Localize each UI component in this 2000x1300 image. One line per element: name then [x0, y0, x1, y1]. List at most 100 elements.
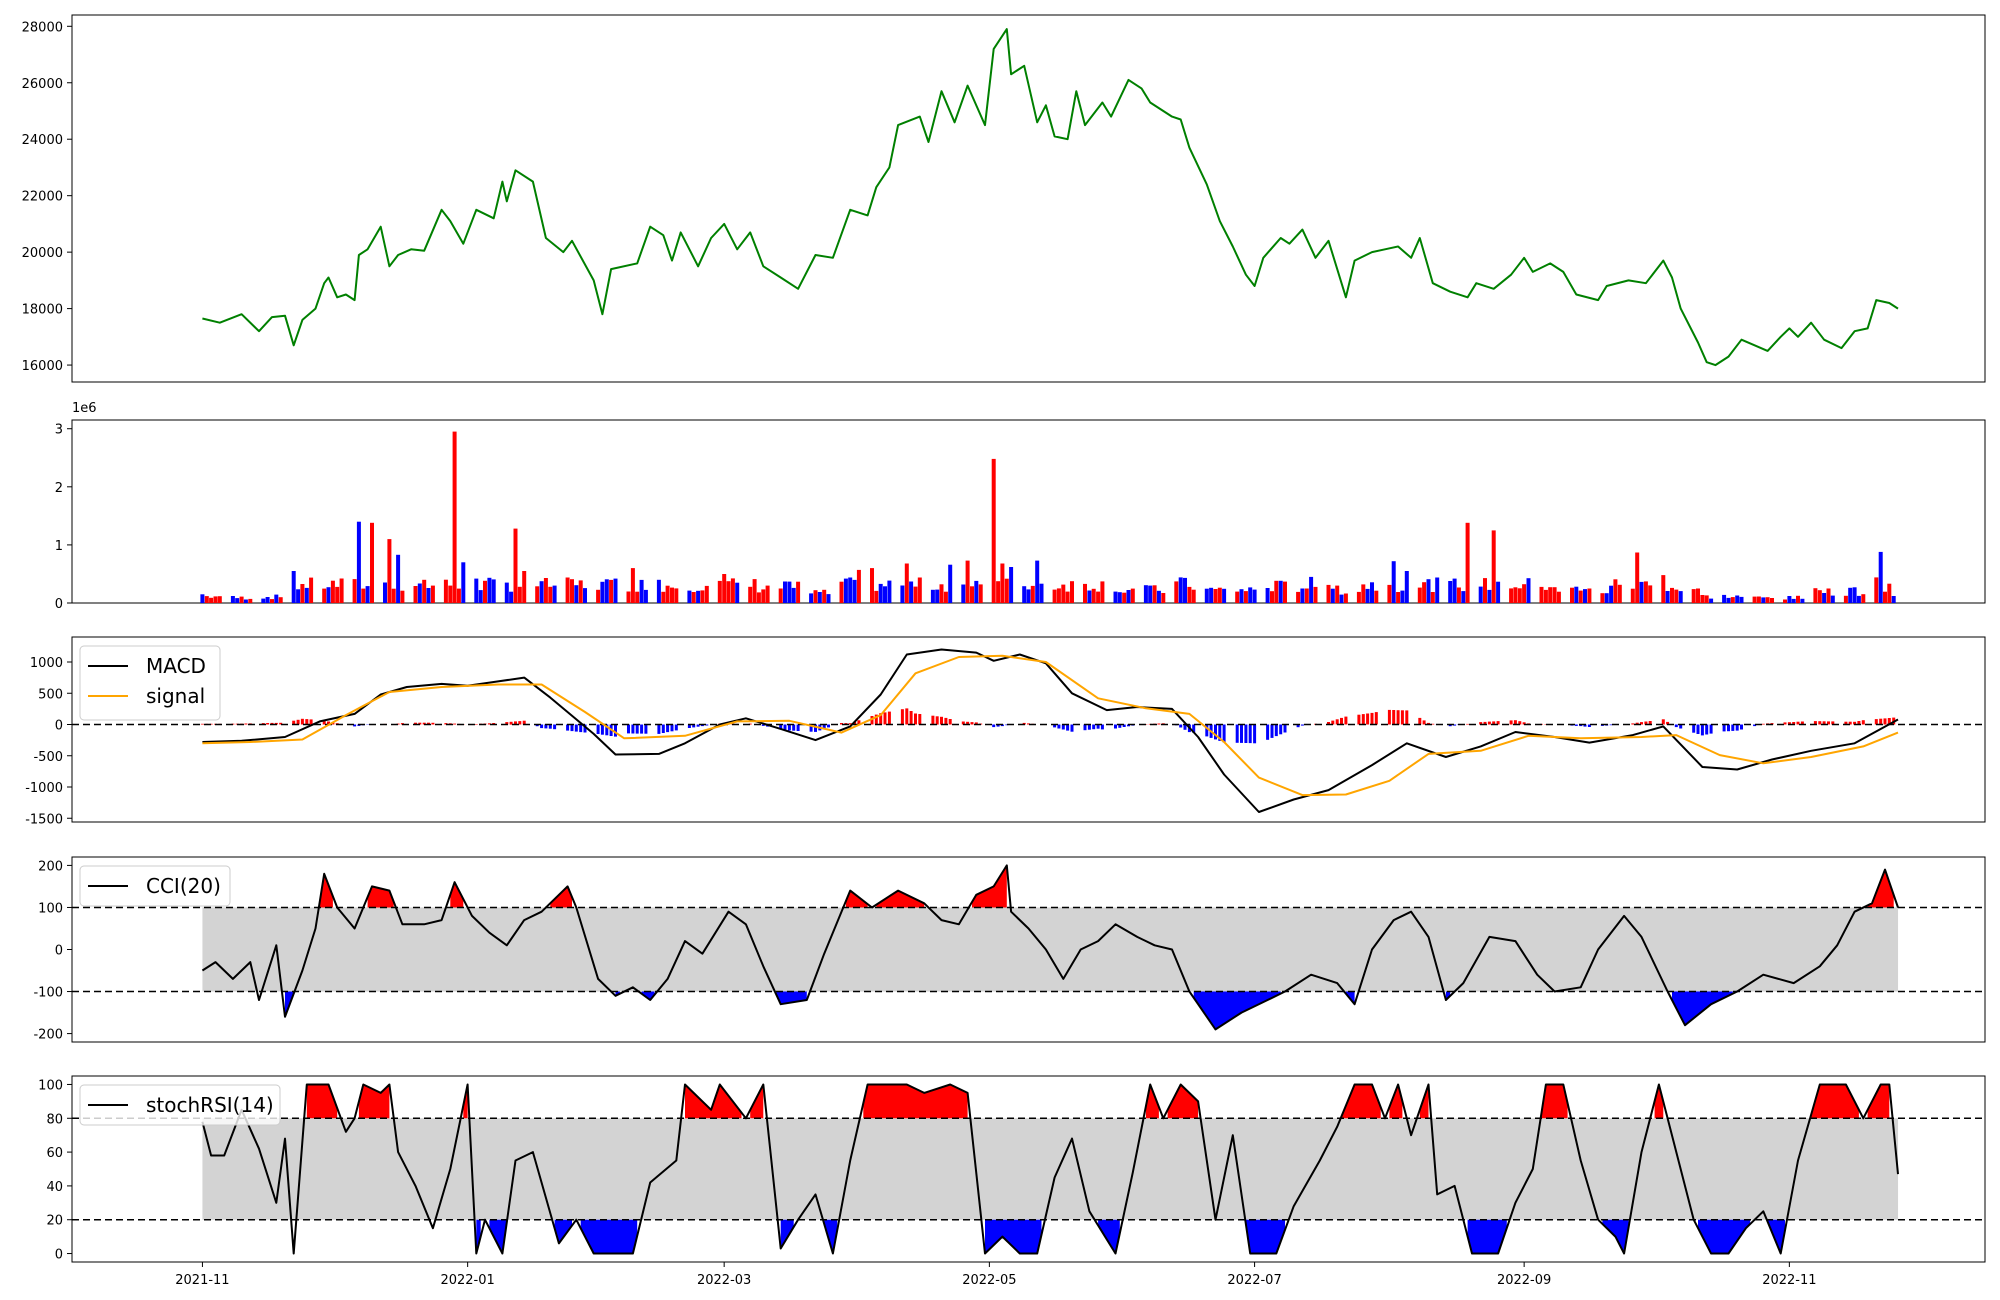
macd-histogram-bar: [1679, 724, 1683, 729]
macd-histogram-bar: [1700, 724, 1704, 736]
volume-bar: [1070, 581, 1074, 603]
volume-bar: [1430, 592, 1435, 603]
volume-bar: [630, 568, 635, 603]
macd-histogram-bar: [1827, 721, 1830, 725]
volume-bar: [1861, 594, 1866, 603]
volume-bar: [1539, 586, 1544, 603]
macd-histogram-bar: [1070, 724, 1074, 732]
macd-histogram-bar: [809, 724, 813, 732]
macd-histogram-bar: [1235, 724, 1239, 743]
volume-bar: [752, 579, 757, 603]
volume-bar: [1874, 577, 1879, 603]
macd-histogram-bar: [1061, 724, 1065, 730]
macd-histogram-bar: [1783, 722, 1787, 725]
cci-overbought-fill: [450, 882, 464, 908]
macd-histogram-bar: [1253, 724, 1257, 744]
volume-bar: [1148, 585, 1153, 603]
stochrsi-oversold-fill: [1467, 1219, 1507, 1254]
macd-histogram-bar: [992, 724, 996, 728]
stochrsi-overbought-fill: [306, 1084, 338, 1119]
macd-histogram-bar: [396, 723, 400, 725]
macd-histogram-bar: [827, 724, 830, 728]
macd-histogram-bar: [509, 721, 513, 725]
price-ytick-label: 28000: [22, 20, 63, 35]
macd-histogram-bar: [322, 720, 326, 725]
stochrsi-oversold-fill: [1245, 1219, 1285, 1254]
volume-bar: [1887, 583, 1892, 603]
macd-histogram-bar: [1857, 721, 1861, 725]
stochrsi-oversold-fill: [489, 1219, 507, 1254]
macd-histogram-bar: [1635, 722, 1639, 725]
macd-histogram-bar: [1118, 724, 1122, 728]
volume-bar: [413, 586, 418, 603]
volume-bar: [330, 580, 335, 603]
macd-histogram-bar: [779, 724, 783, 729]
macd-histogram-bar: [1648, 721, 1652, 725]
volume-bar: [1548, 587, 1553, 603]
volume-bar: [1161, 593, 1166, 603]
volume-bar: [1204, 588, 1209, 603]
volume-bar: [900, 585, 905, 603]
x-tick-label: 2022-11: [1762, 1273, 1816, 1288]
cci-overbought-fill: [550, 886, 572, 908]
volume-bar: [1770, 598, 1774, 603]
volume-bar: [1087, 590, 1092, 603]
volume-bar: [1635, 552, 1640, 603]
macd-histogram-bar: [1583, 724, 1587, 727]
macd-histogram-bar: [1496, 721, 1500, 725]
volume-bar: [1552, 587, 1557, 603]
volume-bar: [448, 585, 453, 603]
volume-bar: [1096, 591, 1101, 603]
volume-bar: [600, 581, 605, 603]
volume-bar: [1726, 597, 1731, 603]
stochrsi-overbought-fill: [1811, 1084, 1859, 1119]
macd-histogram-bar: [522, 720, 526, 725]
volume-bar: [396, 554, 401, 603]
volume-bar: [270, 599, 274, 603]
macd-legend-label: MACD: [146, 654, 206, 678]
macd-histogram-bar: [666, 724, 670, 733]
macd-histogram-bar: [1335, 719, 1339, 725]
macd-histogram-bar: [1705, 724, 1709, 735]
x-tick-label: 2022-03: [697, 1273, 751, 1288]
volume-bar: [613, 578, 618, 603]
volume-bar: [783, 581, 787, 603]
volume-bar: [696, 590, 701, 603]
cci-ytick-label: -200: [33, 1028, 63, 1043]
volume-bar: [1791, 598, 1796, 603]
macd-histogram-bar: [883, 712, 887, 725]
volume-ytick-label: 3: [55, 423, 63, 438]
macd-histogram-bar: [1100, 724, 1104, 730]
volume-bar: [1452, 578, 1457, 603]
macd-histogram-bar: [1361, 714, 1365, 725]
volume-bar: [930, 589, 935, 603]
macd-histogram-bar: [1666, 721, 1670, 725]
macd-histogram-bar: [840, 723, 843, 725]
macd-histogram-bar: [1431, 723, 1435, 725]
macd-histogram-bar: [414, 722, 417, 725]
cci-overbought-fill: [367, 886, 394, 908]
macd-histogram-bar: [940, 716, 943, 725]
volume-bar: [1130, 588, 1135, 603]
volume-bar: [809, 593, 814, 603]
stochrsi-legend: stochRSI(14): [79, 1084, 281, 1126]
volume-bar: [370, 522, 374, 603]
macd-histogram-bar: [1027, 723, 1030, 725]
stochrsi-ytick-label: 40: [46, 1180, 63, 1195]
volume-bar: [1852, 587, 1857, 603]
volume-bar: [722, 574, 727, 603]
macd-histogram-bar: [1761, 723, 1765, 725]
volume-bar: [643, 589, 648, 603]
volume-bar: [522, 571, 527, 603]
stochrsi-oversold-fill: [985, 1219, 1042, 1254]
volume-bar: [1061, 584, 1066, 603]
volume-bar: [1309, 576, 1314, 603]
volume-bar: [1091, 588, 1096, 603]
volume-bar: [639, 579, 644, 603]
volume-bar: [200, 594, 205, 603]
volume-bar: [322, 588, 327, 603]
macd-histogram-bar: [1179, 724, 1183, 728]
volume-bar: [304, 587, 309, 603]
macd-histogram-bar: [1327, 722, 1330, 725]
macd-histogram-bar: [1887, 718, 1891, 725]
